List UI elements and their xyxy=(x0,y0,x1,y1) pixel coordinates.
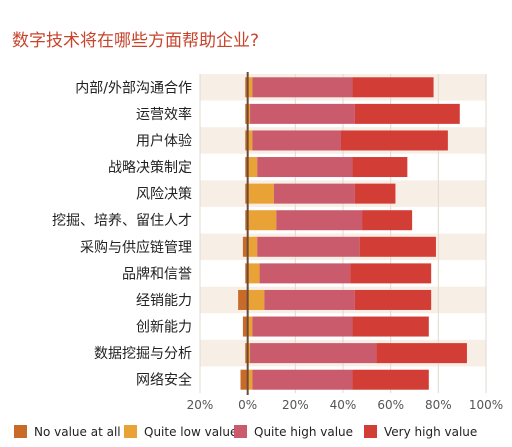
bar-very-high xyxy=(362,210,413,231)
bar-no-value xyxy=(245,77,248,98)
bar-quite-low xyxy=(247,369,253,390)
bar-quite-high xyxy=(252,369,353,390)
category-label: 创新能力 xyxy=(136,320,192,336)
bar-quite-high xyxy=(257,157,353,178)
bar-quite-low xyxy=(247,183,274,204)
category-label: 采购与供应链管理 xyxy=(80,239,192,256)
bar-quite-low xyxy=(247,77,253,98)
bars xyxy=(238,77,467,390)
category-label: 内部/外部沟通合作 xyxy=(75,80,192,96)
category-label: 挖掘、培养、留住人才 xyxy=(52,213,192,229)
bar-quite-high xyxy=(273,183,355,204)
legend-swatch xyxy=(124,425,137,438)
bar-very-high xyxy=(352,77,434,98)
bar-no-value xyxy=(245,103,248,124)
bar-no-value xyxy=(245,343,248,364)
bar-very-high xyxy=(376,343,467,364)
bar-quite-high xyxy=(257,236,360,257)
x-tick-label: 40% xyxy=(330,398,357,412)
bar-very-high xyxy=(350,263,432,284)
bar-quite-high xyxy=(252,130,341,151)
legend-swatch xyxy=(234,425,247,438)
bar-very-high xyxy=(359,236,436,257)
category-label: 用户体验 xyxy=(136,132,192,149)
legend-swatch xyxy=(364,425,377,438)
bar-quite-low xyxy=(247,343,251,364)
bar-no-value xyxy=(245,263,248,284)
bar-no-value xyxy=(245,157,248,178)
bar-very-high xyxy=(352,157,408,178)
bar-no-value xyxy=(245,130,248,151)
bar-very-high xyxy=(352,316,429,337)
bar-very-high xyxy=(352,369,429,390)
bar-quite-low xyxy=(247,236,258,257)
category-label: 经销能力 xyxy=(136,293,192,309)
bar-quite-low xyxy=(247,210,277,231)
legend-label: Very high value xyxy=(384,425,477,439)
bar-quite-high xyxy=(276,210,363,231)
bar-quite-high xyxy=(252,316,353,337)
bar-quite-low xyxy=(247,157,258,178)
bar-quite-low xyxy=(247,103,251,124)
bar-very-high xyxy=(354,183,396,204)
bar-quite-low xyxy=(247,130,253,151)
bar-no-value xyxy=(245,210,248,231)
bar-quite-high xyxy=(252,77,353,98)
bar-no-value xyxy=(242,236,248,257)
bar-quite-high xyxy=(264,289,355,310)
bar-very-high xyxy=(340,130,448,151)
bar-quite-low xyxy=(247,289,265,310)
bar-no-value xyxy=(238,289,248,310)
bar-quite-high xyxy=(259,263,351,284)
category-label: 网络安全 xyxy=(136,372,192,389)
legend-label: Quite low value xyxy=(144,425,237,439)
category-label: 风险决策 xyxy=(136,186,192,203)
category-label: 战略决策制定 xyxy=(108,159,192,176)
bar-very-high xyxy=(354,289,432,310)
x-tick-label: 100% xyxy=(469,398,503,412)
legend-swatch xyxy=(14,425,27,438)
chart-title: 数字技术将在哪些方面帮助企业? xyxy=(12,31,259,51)
bar-no-value xyxy=(242,316,248,337)
x-tick-labels: 20% 0% 20% 40% 60% 80% 100% xyxy=(187,398,503,412)
legend: No value at all Quite low value Quite high… xyxy=(14,425,477,439)
bar-quite-high xyxy=(250,103,355,124)
category-label: 品牌和信誉 xyxy=(122,265,192,282)
bar-quite-high xyxy=(250,343,377,364)
x-tick-label: 20% xyxy=(282,398,309,412)
x-tick-label: 0% xyxy=(238,398,257,412)
legend-label: No value at all xyxy=(34,425,121,439)
grid-lines xyxy=(199,74,487,393)
bar-no-value xyxy=(245,183,248,204)
bar-no-value xyxy=(240,369,248,390)
x-tick-label: 80% xyxy=(425,398,452,412)
bar-quite-low xyxy=(247,316,253,337)
x-tick-label: 20% xyxy=(187,398,214,412)
bar-very-high xyxy=(354,103,460,124)
category-label: 运营效率 xyxy=(136,106,192,123)
x-tick-label: 60% xyxy=(377,398,404,412)
category-labels: 内部/外部沟通合作运营效率用户体验战略决策制定风险决策挖掘、培养、留住人才采购与… xyxy=(52,80,192,388)
legend-label: Quite high value xyxy=(254,425,353,439)
category-label: 数据挖掘与分析 xyxy=(94,346,192,362)
bar-quite-low xyxy=(247,263,260,284)
